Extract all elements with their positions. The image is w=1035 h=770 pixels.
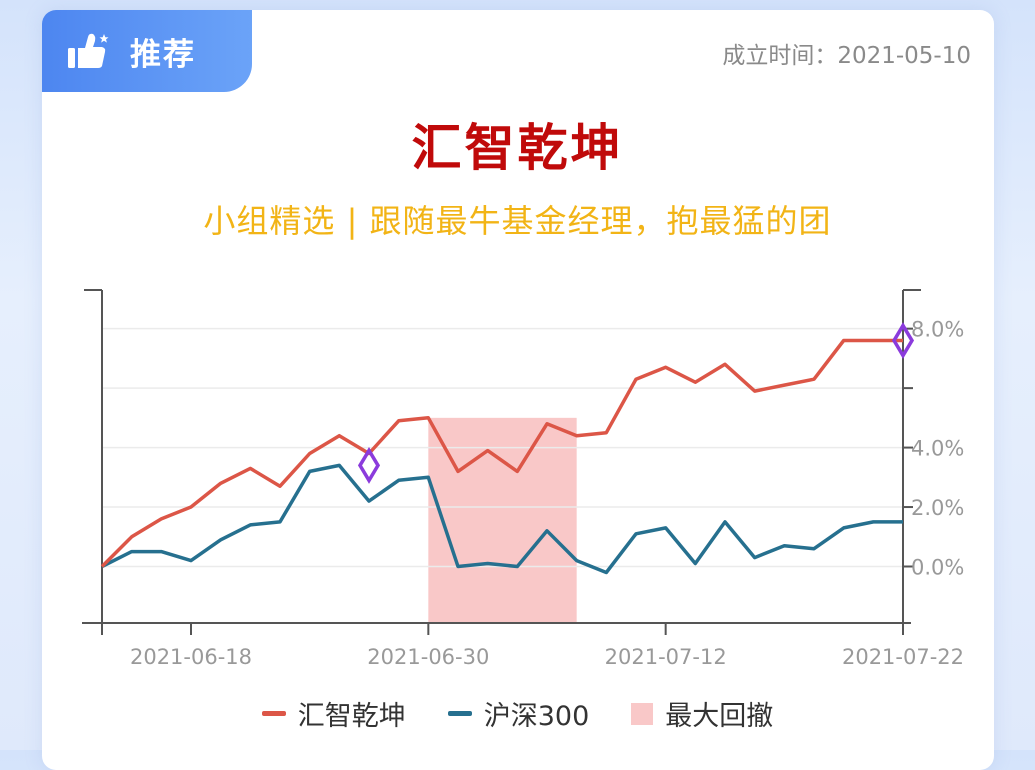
thumbs-up-icon <box>68 33 109 68</box>
drawdown-band <box>428 417 577 623</box>
chart-legend: 汇智乾坤 沪深300 最大回撤 <box>0 694 1035 733</box>
legend-swatch-index <box>447 711 472 716</box>
y-tick-label: 8.0% <box>911 318 964 342</box>
legend-item-drawdown: 最大回撤 <box>631 694 773 733</box>
x-tick-label: 2021-06-30 <box>367 645 489 669</box>
legend-item-index: 沪深300 <box>447 694 590 733</box>
y-tick-label: 0.0% <box>911 556 964 580</box>
recommend-card <box>42 10 994 770</box>
legend-label-main: 汇智乾坤 <box>297 701 406 732</box>
x-tick-label: 2021-07-22 <box>842 645 964 669</box>
diamond-marker <box>891 322 915 359</box>
fund-subtitle: 小组精选 | 跟随最牛基金经理，抱最猛的团 <box>203 202 832 240</box>
legend-swatch-main <box>261 711 286 716</box>
x-tick-label: 2021-06-18 <box>130 645 252 669</box>
established-date: 成立时间：2021-05-10 <box>722 43 971 69</box>
recommend-tag: 推荐 <box>42 10 252 92</box>
fund-title: 汇智乾坤 <box>411 119 624 177</box>
diamond-marker <box>357 447 381 484</box>
legend-label-index: 沪深300 <box>483 701 590 732</box>
tag-label: 推荐 <box>130 36 196 73</box>
series-line-index <box>101 463 903 575</box>
y-tick-label: 4.0% <box>911 437 964 461</box>
series-line-main <box>100 338 903 568</box>
y-tick-label: 2.0% <box>911 496 964 520</box>
performance-chart: 0.0% 2.0% 4.0% 8.0% 2021-06-18 2021-06-30 2021… <box>82 289 964 669</box>
legend-swatch-drawdown <box>631 702 654 725</box>
legend-label-drawdown: 最大回撤 <box>665 701 774 732</box>
x-tick-label: 2021-07-12 <box>605 645 727 669</box>
legend-item-main: 汇智乾坤 <box>261 694 406 733</box>
